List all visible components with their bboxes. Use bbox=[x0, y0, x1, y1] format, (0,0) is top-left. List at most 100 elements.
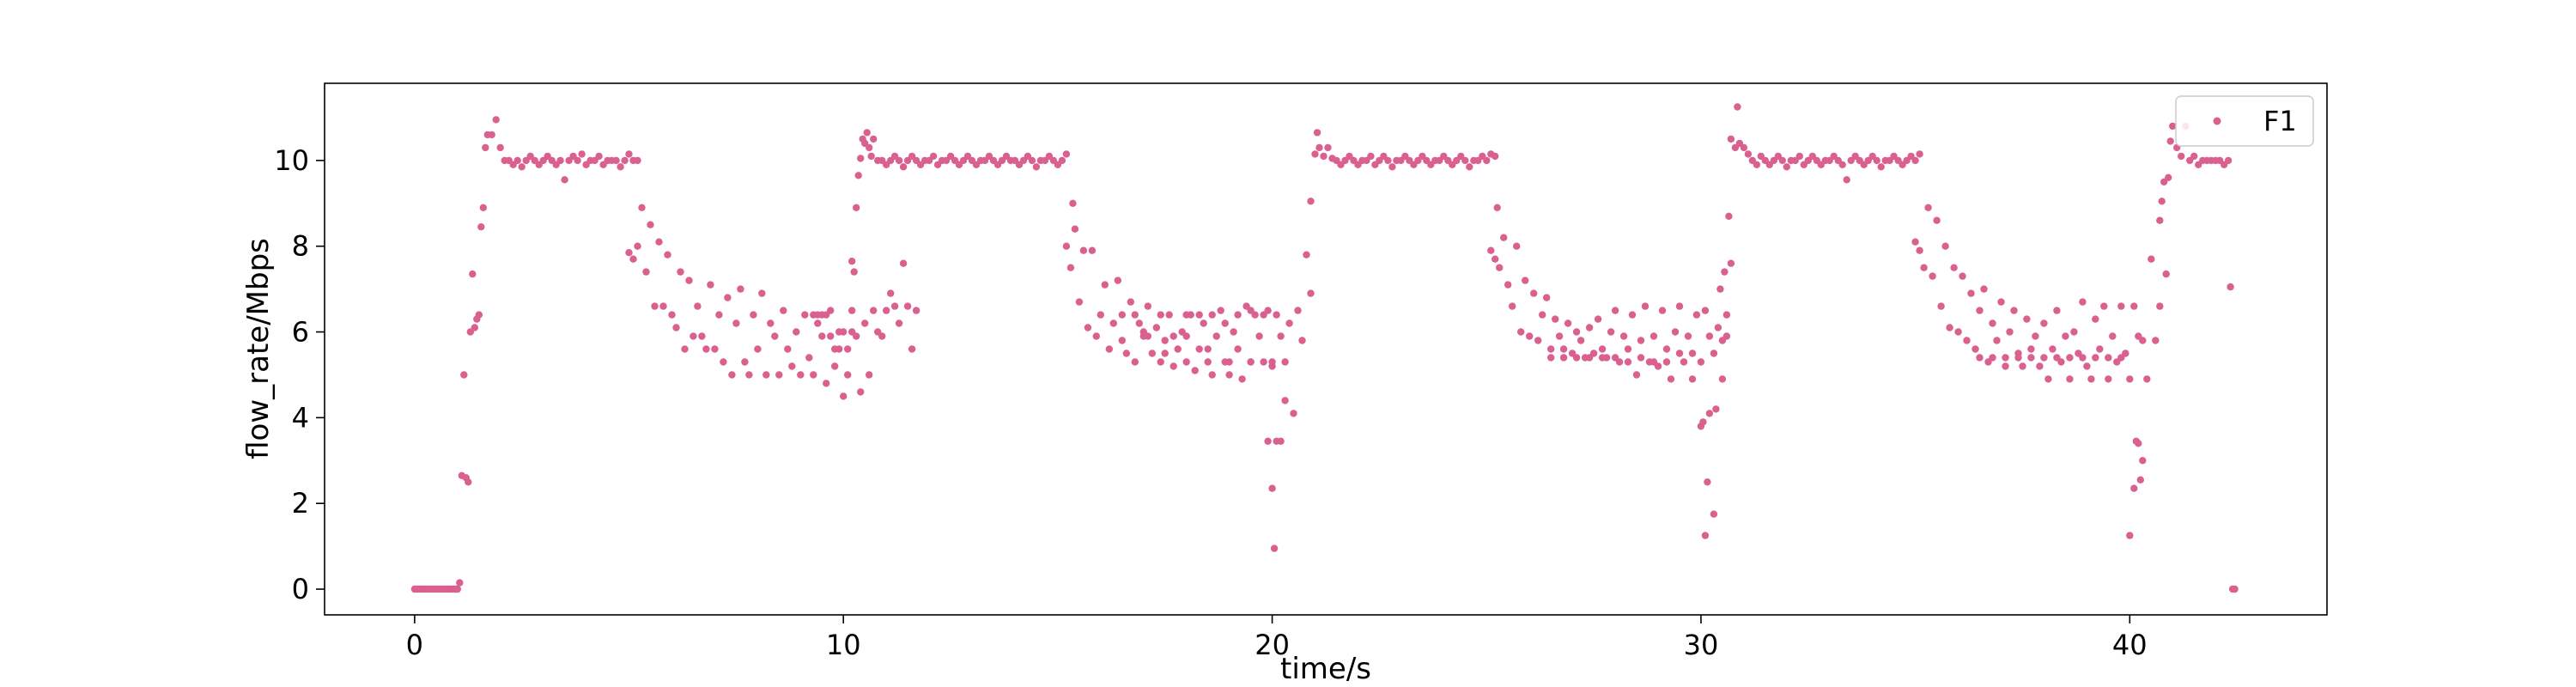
data-point bbox=[1315, 143, 1323, 152]
data-point bbox=[1705, 332, 1714, 340]
data-point bbox=[1649, 358, 1658, 366]
data-point bbox=[867, 152, 875, 161]
data-point bbox=[469, 270, 477, 278]
data-point bbox=[2130, 302, 2138, 310]
data-point bbox=[2169, 122, 2177, 131]
data-point bbox=[2087, 375, 2095, 383]
data-point bbox=[479, 204, 487, 211]
data-point bbox=[2100, 302, 2108, 310]
data-point bbox=[1191, 367, 1199, 374]
data-point bbox=[866, 371, 873, 379]
data-point bbox=[2158, 198, 2166, 205]
legend-marker-f1 bbox=[2213, 117, 2221, 125]
data-point bbox=[835, 345, 843, 353]
data-point bbox=[1692, 311, 1701, 319]
legend: F1 bbox=[2175, 95, 2314, 147]
y-axis-label: flow_rate/Mbps bbox=[241, 238, 276, 459]
data-point bbox=[1619, 332, 1628, 340]
data-point bbox=[2023, 315, 2031, 323]
data-point bbox=[1122, 350, 1131, 357]
data-point bbox=[1307, 289, 1315, 297]
data-point bbox=[1577, 337, 1585, 344]
data-point bbox=[840, 392, 848, 400]
data-point bbox=[1062, 242, 1071, 250]
data-point bbox=[2136, 476, 2144, 483]
data-point bbox=[1753, 161, 1761, 168]
data-point bbox=[1487, 246, 1495, 254]
y-tick-label: 8 bbox=[292, 230, 309, 263]
data-point bbox=[1281, 397, 1289, 404]
data-point bbox=[496, 143, 504, 152]
data-point bbox=[1662, 358, 1671, 366]
data-point bbox=[1255, 332, 1263, 340]
data-point bbox=[1637, 354, 1645, 362]
data-point bbox=[482, 143, 489, 152]
data-point bbox=[861, 319, 869, 327]
data-point bbox=[1084, 324, 1092, 331]
data-point bbox=[754, 345, 762, 353]
data-point bbox=[1916, 246, 1923, 254]
data-point bbox=[1294, 307, 1302, 314]
x-tick-label: 10 bbox=[826, 629, 861, 661]
data-point bbox=[818, 332, 826, 340]
data-point bbox=[2117, 354, 2125, 362]
data-point bbox=[857, 155, 865, 162]
data-point bbox=[2062, 332, 2069, 340]
data-point bbox=[465, 478, 472, 486]
data-point bbox=[1513, 242, 1521, 250]
data-point bbox=[1522, 277, 1529, 284]
data-point bbox=[775, 371, 783, 379]
data-point bbox=[2109, 332, 2117, 340]
data-point bbox=[574, 156, 581, 165]
data-point bbox=[1028, 156, 1036, 165]
data-point bbox=[1088, 246, 1097, 254]
data-point bbox=[1144, 302, 1152, 310]
data-point bbox=[1217, 307, 1224, 314]
data-point bbox=[2152, 337, 2160, 344]
data-point bbox=[2165, 173, 2172, 181]
data-point bbox=[780, 307, 787, 314]
x-tick-label: 20 bbox=[1255, 629, 1290, 661]
data-point bbox=[655, 238, 663, 246]
data-point bbox=[908, 345, 916, 353]
data-point bbox=[831, 362, 839, 370]
y-tick-label: 4 bbox=[292, 401, 309, 434]
data-point bbox=[702, 345, 710, 353]
data-point bbox=[1238, 375, 1246, 383]
data-point bbox=[1911, 156, 1919, 165]
data-point bbox=[2126, 532, 2134, 539]
data-point bbox=[1069, 199, 1077, 207]
data-point bbox=[711, 345, 719, 353]
data-point bbox=[728, 371, 736, 379]
data-point bbox=[664, 251, 671, 258]
data-point bbox=[1500, 234, 1508, 241]
data-point bbox=[1313, 129, 1321, 137]
data-point bbox=[1704, 478, 1711, 486]
x-tick-label: 40 bbox=[2112, 629, 2148, 661]
data-point bbox=[801, 311, 809, 319]
data-point bbox=[2066, 375, 2074, 383]
data-point bbox=[617, 163, 624, 171]
data-point bbox=[612, 156, 620, 165]
data-point bbox=[895, 156, 903, 165]
data-point bbox=[707, 281, 714, 289]
data-point bbox=[1684, 332, 1692, 340]
data-point bbox=[1526, 332, 1534, 340]
data-point bbox=[2036, 362, 2044, 370]
data-point bbox=[1247, 358, 1255, 366]
data-point bbox=[1916, 150, 1923, 158]
y-tick-label: 2 bbox=[292, 487, 309, 520]
data-point bbox=[460, 371, 468, 379]
y-tick-label: 0 bbox=[292, 573, 309, 605]
data-point bbox=[1281, 358, 1289, 366]
data-point bbox=[1208, 371, 1216, 379]
data-point bbox=[621, 156, 629, 165]
data-point bbox=[840, 328, 848, 336]
data-point bbox=[2083, 362, 2091, 370]
data-point bbox=[2148, 255, 2155, 263]
data-point bbox=[912, 307, 920, 314]
data-point bbox=[677, 268, 684, 276]
data-point bbox=[1701, 307, 1710, 314]
data-point bbox=[1911, 238, 1919, 246]
